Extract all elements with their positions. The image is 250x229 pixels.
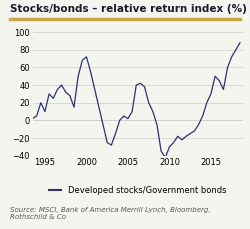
Legend: Developed stocks/Government bonds: Developed stocks/Government bonds xyxy=(45,183,230,199)
Text: Source: MSCI, Bank of America Merrill Lynch, Bloomberg,
Rothschild & Co: Source: MSCI, Bank of America Merrill Ly… xyxy=(10,207,210,220)
Text: Stocks/bonds – relative return index (%): Stocks/bonds – relative return index (%) xyxy=(10,4,247,14)
